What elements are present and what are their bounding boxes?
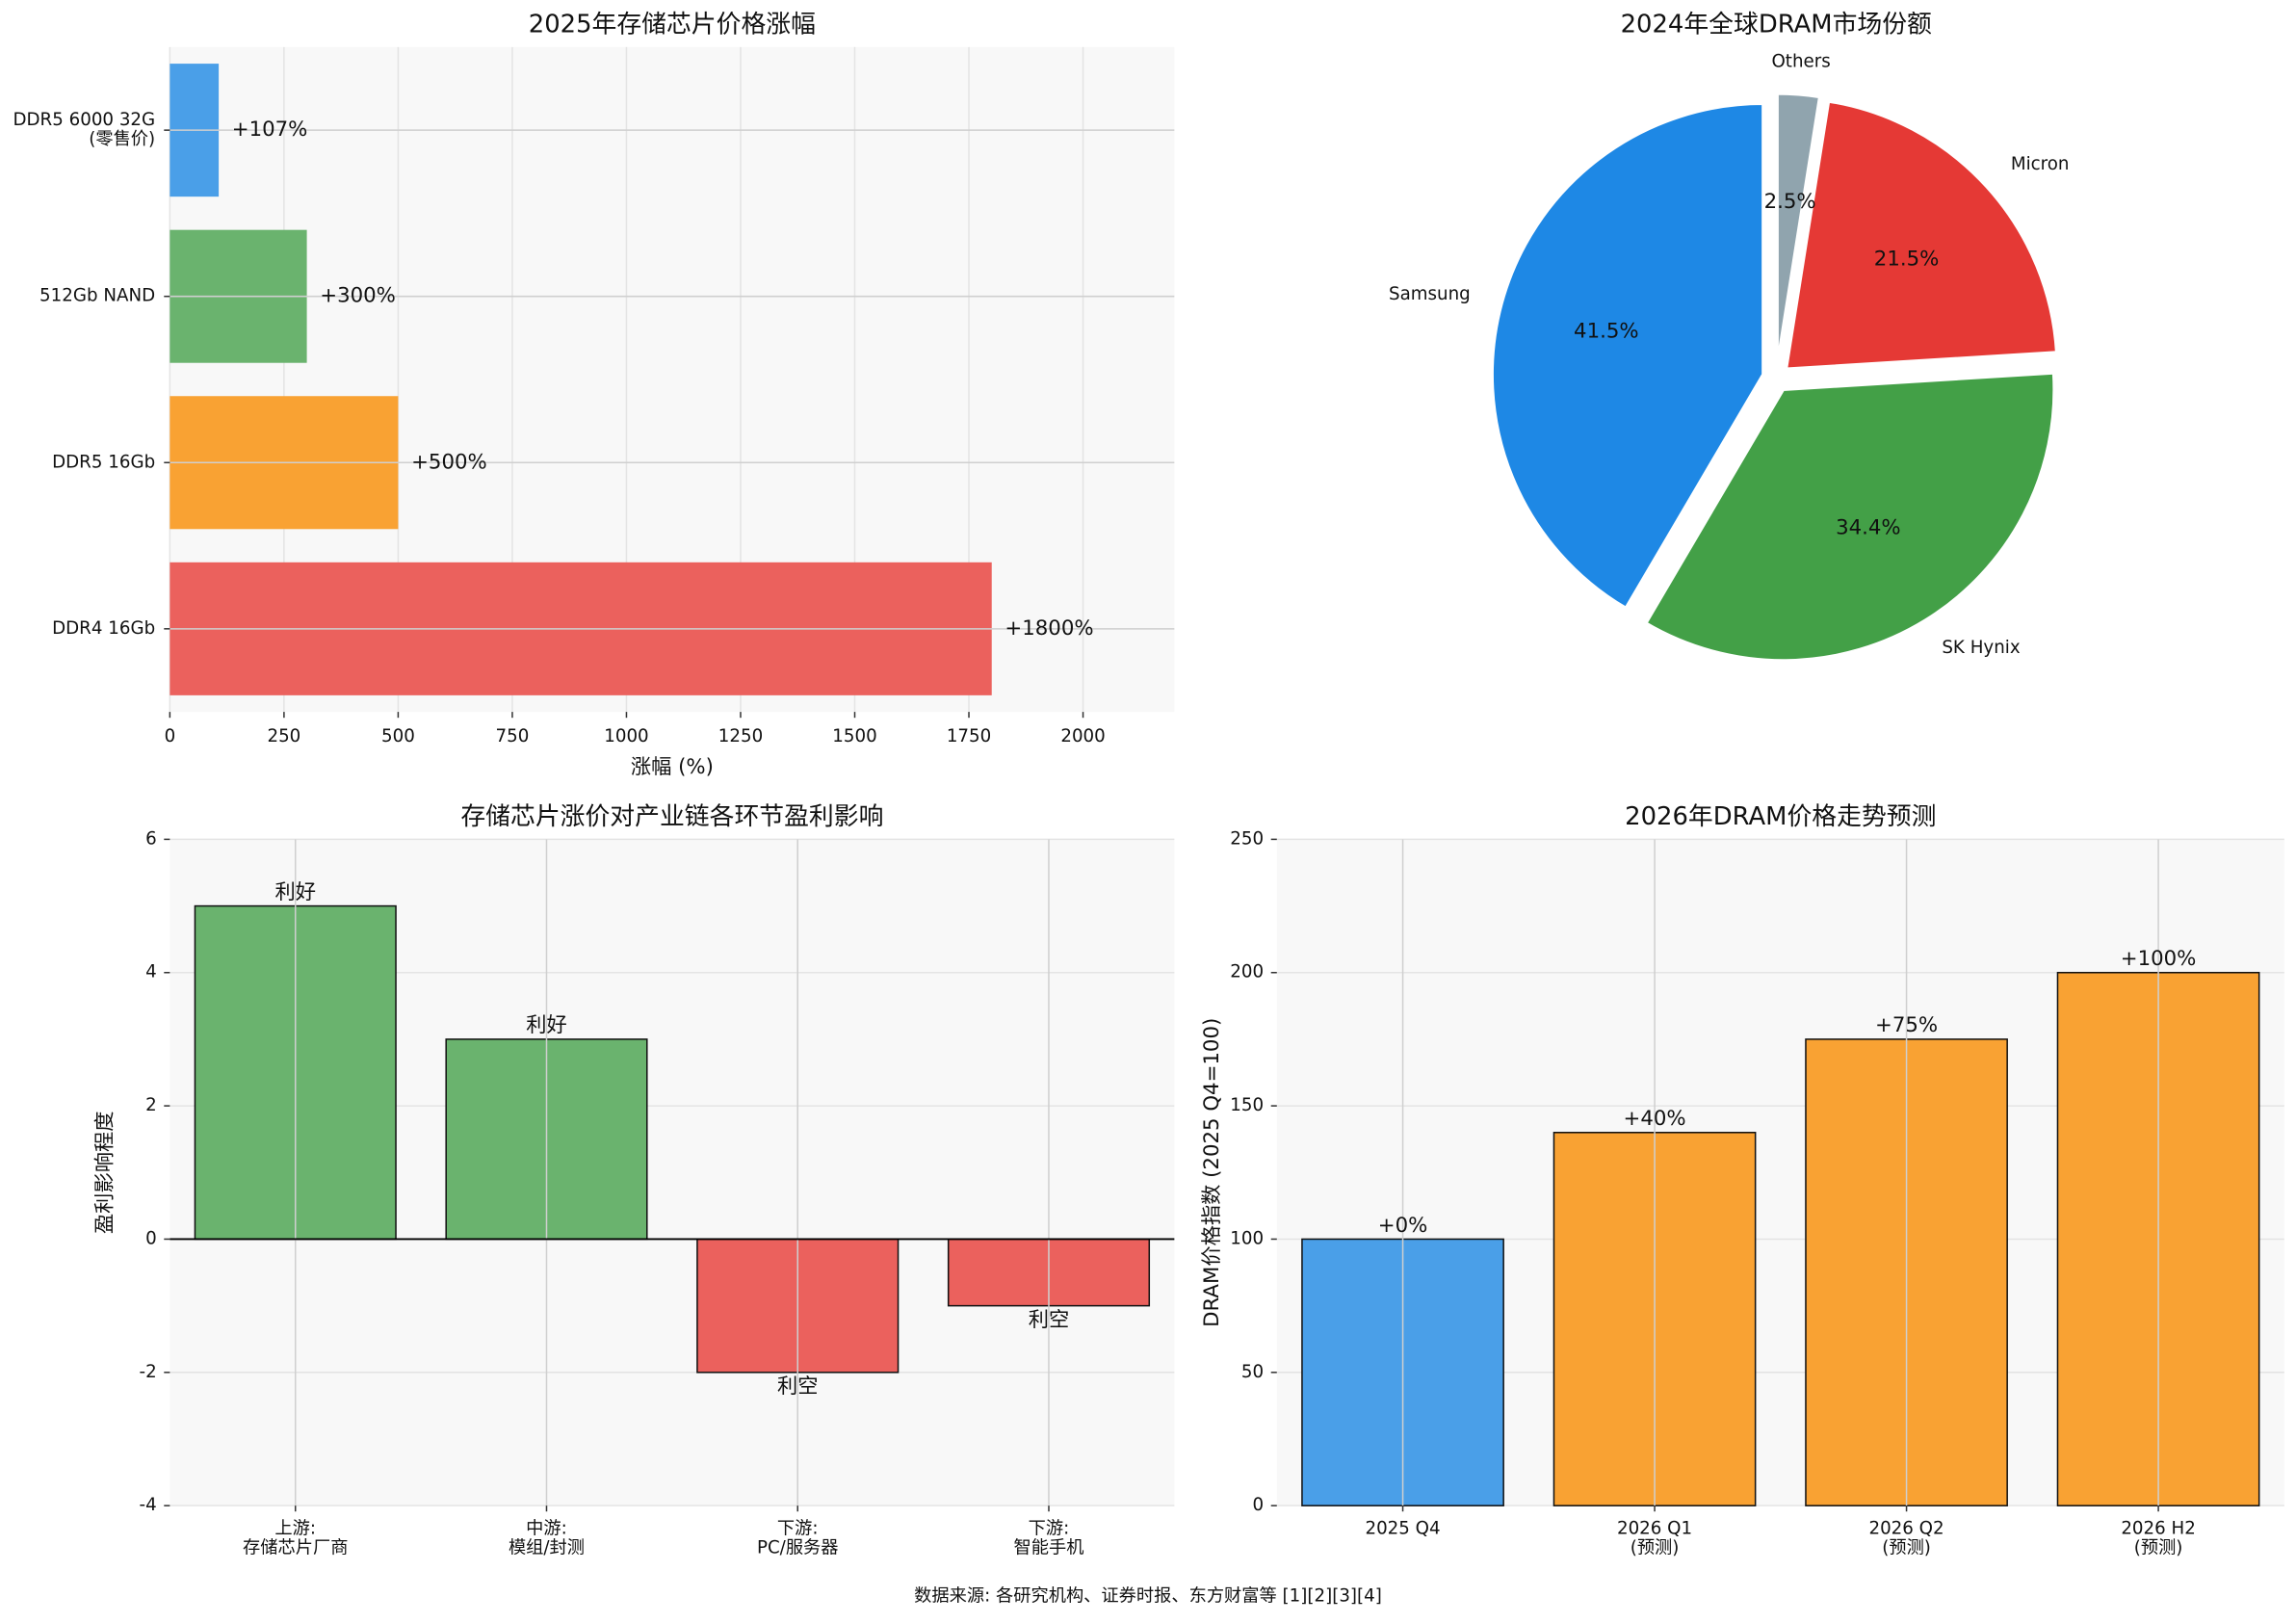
pct-label: 21.5% [1874,248,1940,272]
slice-label: Micron [2011,154,2070,174]
bar-annotation: +75% [1875,1013,1938,1037]
slice-label: Others [1771,51,1830,71]
y-tick-label: 100 [1230,1228,1264,1248]
pie-slice [1784,99,2059,371]
x-tick-label: 750 [496,726,530,746]
chart-title: 2024年全球DRAM市场份额 [1621,11,1932,39]
bar-annotation: 利好 [274,880,316,904]
bar-annotation: 利空 [1029,1308,1070,1332]
x-tick-label: 1500 [832,726,876,746]
x-tick-label: 2026 H2 (预测) [2121,1519,2196,1558]
bar-annotation: 利空 [777,1374,819,1399]
x-tick-label: 2026 Q2 (预测) [1868,1519,1944,1558]
y-tick-label: 4 [145,962,157,982]
value-label: +300% [320,284,396,308]
slice-label: Samsung [1389,284,1471,304]
chart-title: 2026年DRAM价格走势预测 [1625,802,1936,831]
x-tick-label: 500 [381,726,415,746]
bar-annotation: +100% [2121,947,2197,971]
y-tick-label: 2 [145,1095,157,1115]
y-tick-label: 200 [1230,962,1264,982]
y-tick-label: 150 [1230,1095,1264,1115]
x-tick-label: 2026 Q1 (预测) [1617,1519,1692,1558]
x-tick-label: 1750 [947,726,991,746]
x-tick-label: 2025 Q4 [1365,1519,1440,1539]
y-axis-label: DRAM价格指数 (2025 Q4=100) [1200,1018,1224,1327]
x-tick-label: 下游: PC/服务器 [757,1519,839,1558]
y-tick-label: DDR5 16Gb [52,452,155,472]
y-tick-label: 6 [145,828,157,849]
x-tick-label: 下游:智能手机 [1014,1519,1084,1558]
y-tick-label: -4 [139,1495,156,1515]
bar-annotation: 利好 [526,1013,567,1037]
x-tick-label: 250 [267,726,300,746]
slice-label: SK Hynix [1942,638,2020,658]
y-tick-label: -2 [139,1362,156,1382]
x-axis-label: 涨幅 (%) [631,755,714,779]
x-tick-label: 1250 [718,726,763,746]
footer: 数据来源: 各研究机构、证券时报、东方财富等 [1][2][3][4] [914,1585,1382,1606]
bar-annotation: +0% [1378,1214,1428,1238]
y-tick-label: 0 [145,1228,157,1248]
x-tick-label: 0 [165,726,176,746]
pct-label: 34.4% [1836,515,1901,539]
y-tick-label: DDR4 16Gb [52,618,155,639]
pie-slice [1775,92,1822,365]
pct-label: 41.5% [1574,319,1639,343]
x-tick-label: 中游:模组/封测 [509,1519,585,1558]
x-tick-label: 1000 [604,726,648,746]
value-label: +107% [232,118,308,142]
x-tick-label: 2000 [1060,726,1105,746]
pie-slice [1643,371,2056,663]
y-tick-label: 50 [1241,1362,1264,1382]
y-tick-label: DDR5 6000 32G (零售价) [13,110,155,149]
y-tick-label: 0 [1253,1495,1265,1515]
chart-title: 存储芯片涨价对产业链各环节盈利影响 [460,802,883,831]
x-tick-label: 上游:存储芯片厂商 [243,1519,348,1558]
y-axis-label: 盈利影响程度 [92,1111,117,1234]
chart-title: 2025年存储芯片价格涨幅 [529,11,816,39]
y-tick-label: 512Gb NAND [39,286,155,306]
pct-label: 2.5% [1764,190,1816,214]
pie-slice [1490,101,1765,611]
value-label: +500% [411,450,487,474]
bar-annotation: +40% [1624,1107,1686,1131]
y-tick-label: 250 [1230,828,1264,849]
value-label: +1800% [1004,616,1093,641]
